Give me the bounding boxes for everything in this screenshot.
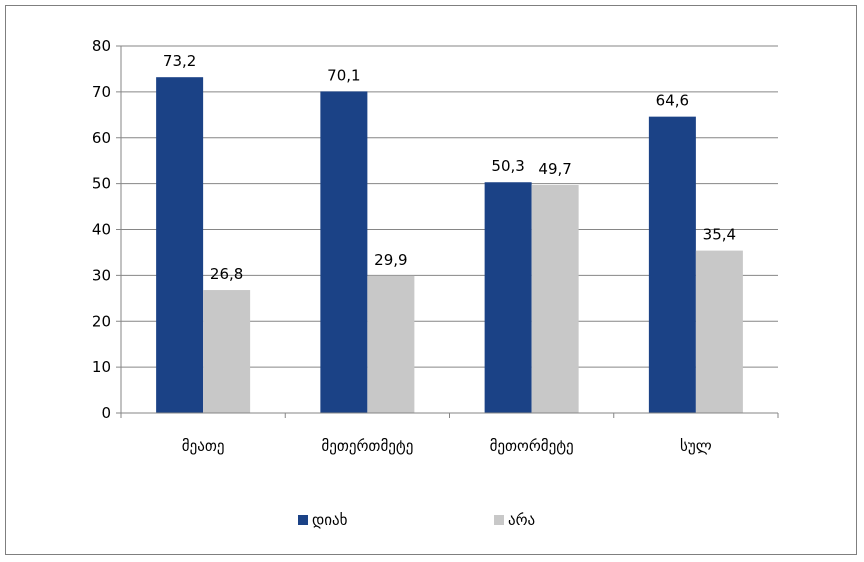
bar [320,91,368,413]
y-tick-label: 10 [92,358,111,376]
data-label: 35,4 [703,226,736,244]
y-tick-label: 0 [101,404,111,422]
y-tick-label: 30 [92,266,111,284]
x-axis: მეათე მეთერთმეტე მეთორმეტე სულ [120,412,779,455]
y-tick-label: 40 [92,221,111,239]
y-tick-label: 60 [92,129,111,147]
x-tick-label: სულ [680,437,712,455]
data-label: 73,2 [163,52,196,70]
x-tick-label: მეთერთმეტე [321,437,413,455]
x-tick-label: მეათე [182,437,225,455]
y-tick-label: 50 [92,175,111,193]
legend-label: დიახ [312,511,348,529]
bar [203,290,251,413]
legend: დიახ არა [298,511,535,529]
data-label: 64,6 [656,92,689,110]
bar [484,182,532,413]
data-label: 70,1 [327,66,360,84]
legend-label: არა [508,511,535,529]
y-tick-label: 70 [92,83,111,101]
data-label: 49,7 [538,160,571,178]
y-tick-label: 80 [92,37,111,55]
data-label: 50,3 [491,157,524,175]
legend-swatch [298,515,308,525]
legend-swatch [494,515,504,525]
y-axis: 0 10 20 30 40 50 60 70 80 [92,37,122,422]
bar [367,275,415,413]
data-label: 29,9 [374,251,407,269]
y-tick-label: 20 [92,312,111,330]
bar [695,250,743,413]
bar [648,116,696,414]
bars: 73,2 26,8 70,1 29,9 50,3 49,7 64,6 35,4 [156,52,743,414]
bar [531,185,579,413]
x-tick-label: მეთორმეტე [490,437,574,455]
bar [156,77,204,413]
data-label: 26,8 [210,265,243,283]
